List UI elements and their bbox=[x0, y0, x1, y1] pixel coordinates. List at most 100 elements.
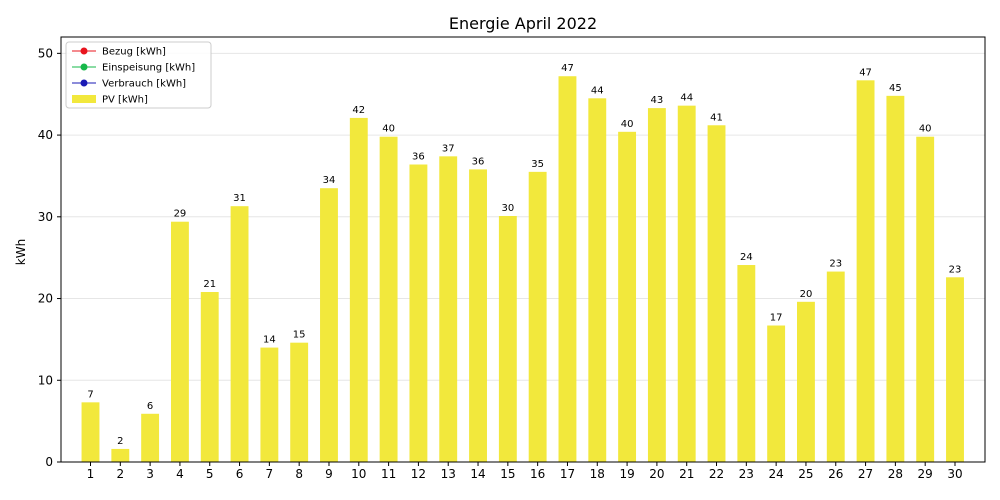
bar-day-27 bbox=[856, 80, 875, 462]
bar-day-29 bbox=[916, 136, 935, 462]
bars bbox=[81, 76, 964, 463]
legend-entry-label: Verbrauch [kWh] bbox=[102, 79, 186, 90]
x-tick-label: 3 bbox=[146, 467, 154, 481]
x-tick-label: 26 bbox=[828, 467, 843, 481]
data-label: 24 bbox=[740, 252, 753, 263]
legend-marker-swatch bbox=[80, 79, 88, 87]
data-label: 20 bbox=[800, 289, 813, 300]
bar-day-16 bbox=[528, 171, 547, 462]
x-tick-label: 13 bbox=[441, 467, 456, 481]
bar-day-14 bbox=[469, 169, 487, 462]
x-tick-label: 14 bbox=[470, 467, 485, 481]
bar-day-25 bbox=[797, 301, 815, 462]
bar-day-24 bbox=[767, 325, 786, 462]
data-label: 23 bbox=[829, 259, 842, 270]
bar-day-6 bbox=[230, 206, 249, 462]
data-label: 34 bbox=[323, 175, 336, 186]
data-label: 42 bbox=[352, 105, 365, 116]
bar-day-7 bbox=[260, 347, 279, 462]
x-axis-ticks: 1 2 3 4 5 6 7 8 9 10 11 12 13 14 15 16 17 18 19 20 21 22 23 24 2… bbox=[87, 462, 963, 481]
data-label: 43 bbox=[651, 95, 664, 106]
x-tick-label: 29 bbox=[918, 467, 933, 481]
plot-frame bbox=[60, 36, 986, 463]
x-tick-label: 4 bbox=[176, 467, 184, 481]
data-label: 7 bbox=[87, 389, 93, 400]
bar-day-22 bbox=[707, 125, 726, 463]
bar-day-2 bbox=[111, 448, 130, 462]
x-tick-label: 30 bbox=[947, 467, 962, 481]
bar-day-23 bbox=[737, 265, 756, 462]
x-tick-label: 1 bbox=[87, 467, 95, 481]
bar-day-28 bbox=[886, 95, 905, 462]
y-tick-label: 30 bbox=[38, 210, 53, 224]
x-tick-label: 6 bbox=[236, 467, 244, 481]
data-label: 14 bbox=[263, 335, 276, 346]
data-label: 21 bbox=[203, 279, 216, 290]
data-label: 44 bbox=[591, 85, 604, 96]
y-axis-ticks: 0 10 20 30 40 50 bbox=[38, 46, 61, 469]
data-label: 40 bbox=[919, 124, 932, 135]
x-tick-label: 23 bbox=[739, 467, 754, 481]
legend-entry-label: PV [kWh] bbox=[102, 95, 148, 106]
data-label: 41 bbox=[710, 112, 723, 123]
data-label: 47 bbox=[561, 63, 574, 74]
x-tick-label: 19 bbox=[619, 467, 634, 481]
x-tick-label: 10 bbox=[351, 467, 366, 481]
x-tick-label: 12 bbox=[411, 467, 426, 481]
x-tick-label: 15 bbox=[500, 467, 515, 481]
bar-day-8 bbox=[290, 342, 309, 462]
bar-day-11 bbox=[379, 136, 398, 462]
y-axis-title: kWh bbox=[14, 239, 28, 265]
data-label: 23 bbox=[949, 264, 962, 275]
data-label: 45 bbox=[889, 83, 902, 94]
x-tick-label: 18 bbox=[590, 467, 605, 481]
x-tick-label: 25 bbox=[798, 467, 813, 481]
bar-day-21 bbox=[677, 105, 696, 463]
bar-day-3 bbox=[141, 413, 160, 462]
bar-day-9 bbox=[320, 188, 338, 463]
data-label: 17 bbox=[770, 313, 783, 324]
y-tick-label: 20 bbox=[38, 292, 53, 306]
bar-day-26 bbox=[826, 271, 845, 462]
bar-day-30 bbox=[946, 277, 964, 462]
x-tick-label: 2 bbox=[116, 467, 124, 481]
data-label: 15 bbox=[293, 330, 306, 341]
data-label: 31 bbox=[233, 193, 246, 204]
bar-day-18 bbox=[588, 98, 607, 462]
bar-day-4 bbox=[170, 221, 189, 462]
data-label: 36 bbox=[472, 156, 485, 167]
legend-entry-label: Einspeisung [kWh] bbox=[102, 63, 195, 74]
x-tick-label: 5 bbox=[206, 467, 214, 481]
legend-marker-swatch bbox=[80, 63, 88, 71]
data-labels: 7 2 6 29 21 31 14 15 34 42 40 36 37 36 30 35 47 44 40 43 44 4… bbox=[87, 63, 961, 447]
data-label: 40 bbox=[621, 119, 634, 130]
x-tick-label: 24 bbox=[768, 467, 783, 481]
x-tick-label: 21 bbox=[679, 467, 694, 481]
legend-box bbox=[65, 41, 212, 109]
data-label: 35 bbox=[531, 159, 544, 170]
legend: Bezug [kWh] Einspeisung [kWh] Verbrauch [k… bbox=[65, 41, 212, 109]
legend-bar-swatch bbox=[72, 95, 96, 103]
legend-entry-label: Bezug [kWh] bbox=[102, 47, 166, 58]
x-tick-label: 9 bbox=[325, 467, 333, 481]
x-tick-label: 20 bbox=[649, 467, 664, 481]
data-label: 47 bbox=[859, 67, 872, 78]
x-tick-label: 27 bbox=[858, 467, 873, 481]
chart-title: Energie April 2022 bbox=[449, 14, 597, 33]
x-tick-label: 16 bbox=[530, 467, 545, 481]
x-tick-label: 17 bbox=[560, 467, 575, 481]
data-label: 40 bbox=[382, 124, 395, 135]
y-tick-label: 0 bbox=[45, 455, 53, 469]
bar-day-17 bbox=[558, 76, 577, 462]
data-label: 6 bbox=[147, 401, 153, 412]
bar-day-19 bbox=[618, 131, 637, 463]
x-tick-label: 7 bbox=[266, 467, 274, 481]
data-label: 29 bbox=[174, 209, 187, 220]
data-label: 30 bbox=[501, 203, 514, 214]
data-label: 2 bbox=[117, 436, 123, 447]
x-tick-label: 11 bbox=[381, 467, 396, 481]
bar-day-1 bbox=[81, 402, 100, 462]
bar-day-10 bbox=[349, 117, 368, 463]
bar-day-13 bbox=[439, 156, 458, 463]
bar-day-5 bbox=[200, 292, 219, 462]
